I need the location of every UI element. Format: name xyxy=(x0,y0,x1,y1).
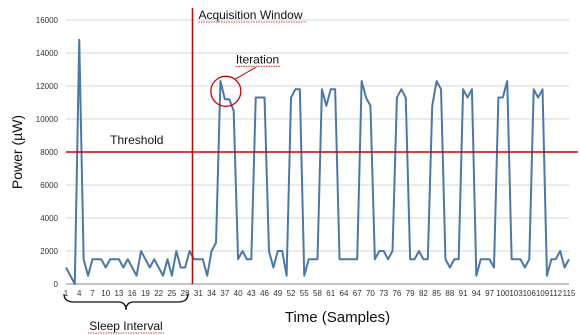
y-tick-labels: 0 2000 4000 6000 8000 10000 12000 14000 16000 xyxy=(36,16,59,289)
y-tick-16000: 16000 xyxy=(36,16,59,25)
x-tick-7: 7 xyxy=(90,289,95,298)
iteration-circle xyxy=(210,75,242,107)
y-tick-8000: 8000 xyxy=(40,148,58,157)
x-tick-94: 94 xyxy=(472,289,481,298)
x-tick-40: 40 xyxy=(234,289,243,298)
x-tick-58: 58 xyxy=(313,289,322,298)
sleep-interval-label: Sleep Interval xyxy=(89,319,162,333)
series-line-power xyxy=(65,38,570,285)
y-tick-12000: 12000 xyxy=(36,82,59,91)
y-axis-title: Power (µW) xyxy=(9,115,25,189)
y-tick-0: 0 xyxy=(54,280,59,289)
x-tick-106: 106 xyxy=(523,289,537,298)
x-tick-34: 34 xyxy=(207,289,216,298)
y-tick-2000: 2000 xyxy=(40,247,58,256)
iteration-label: Iteration xyxy=(236,52,279,66)
x-tick-19: 19 xyxy=(141,289,150,298)
x-tick-73: 73 xyxy=(379,289,388,298)
x-tick-49: 49 xyxy=(273,289,282,298)
x-tick-76: 76 xyxy=(392,289,401,298)
threshold-label: Threshold xyxy=(110,133,163,147)
x-tick-52: 52 xyxy=(287,289,296,298)
x-tick-79: 79 xyxy=(406,289,415,298)
x-tick-4: 4 xyxy=(77,289,82,298)
x-tick-91: 91 xyxy=(459,289,468,298)
x-tick-61: 61 xyxy=(326,289,335,298)
x-tick-25: 25 xyxy=(167,289,176,298)
x-tick-10: 10 xyxy=(101,289,110,298)
x-tick-67: 67 xyxy=(353,289,362,298)
y-tick-4000: 4000 xyxy=(40,214,58,223)
x-tick-28: 28 xyxy=(181,289,190,298)
x-tick-109: 109 xyxy=(536,289,550,298)
x-tick-112: 112 xyxy=(549,289,562,298)
x-tick-1: 1 xyxy=(64,289,69,298)
x-tick-85: 85 xyxy=(432,289,441,298)
sleep-interval-brace xyxy=(63,293,189,311)
y-tick-6000: 6000 xyxy=(40,181,58,190)
x-tick-70: 70 xyxy=(366,289,375,298)
x-tick-43: 43 xyxy=(247,289,256,298)
x-tick-46: 46 xyxy=(260,289,269,298)
acquisition-window-label: Acquisition Window xyxy=(198,8,302,22)
x-tick-37: 37 xyxy=(220,289,229,298)
x-tick-16: 16 xyxy=(128,289,137,298)
x-tick-13: 13 xyxy=(114,289,123,298)
x-tick-22: 22 xyxy=(154,289,163,298)
x-tick-31: 31 xyxy=(194,289,203,298)
x-tick-100: 100 xyxy=(496,289,510,298)
x-tick-labels: 1 4 7 10 13 16 19 22 25 28 31 34 37 40 43 46 49 52 55 58 61 6… xyxy=(64,289,576,298)
x-tick-82: 82 xyxy=(419,289,428,298)
x-tick-88: 88 xyxy=(445,289,454,298)
x-tick-55: 55 xyxy=(300,289,309,298)
x-tick-97: 97 xyxy=(485,289,494,298)
y-tick-14000: 14000 xyxy=(36,49,59,58)
iteration-pointer xyxy=(234,66,257,80)
y-tick-10000: 10000 xyxy=(36,115,59,124)
x-axis-title: Time (Samples) xyxy=(285,309,390,326)
x-tick-64: 64 xyxy=(340,289,349,298)
x-tick-103: 103 xyxy=(509,289,523,298)
x-tick-115: 115 xyxy=(563,289,576,298)
